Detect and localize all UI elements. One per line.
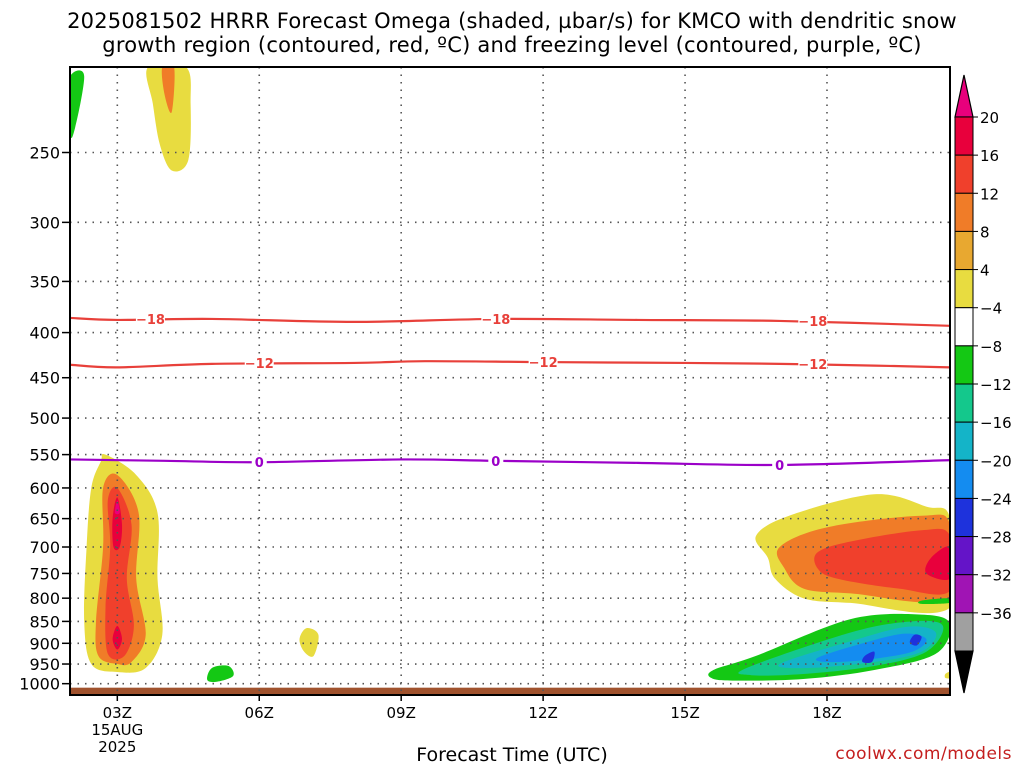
ytick-label-950: 950 (29, 655, 60, 674)
omega-region-22 (944, 671, 950, 679)
colorbar-label-3: 8 (980, 223, 990, 241)
contour-label-0-2: −18 (798, 315, 827, 330)
credit-link[interactable]: coolwx.com/models (835, 744, 1012, 764)
contour-label-2-1: 0 (491, 455, 500, 470)
colorbar-swatch-10 (954, 497, 974, 538)
colorbar-swatch-4 (954, 269, 974, 309)
omega-region-5 (114, 500, 120, 515)
colorbar: 20 16 12 8 4 −4 −8 −12 −16 −20 −24 −28 −32 −36 (954, 74, 1012, 694)
xtick-sub2-03Z: 2025 (98, 738, 136, 756)
colorbar-label-12: −32 (980, 567, 1012, 585)
omega-region-19 (918, 598, 950, 605)
contour-label-bg-1-1 (528, 354, 558, 370)
x-axis-title: Forecast Time (UTC) (416, 744, 608, 766)
contour-label-bg-1-0 (244, 354, 274, 370)
contour-label-2-2: 0 (775, 459, 784, 474)
pressure-axis: 250 300 350 400 450 500 550 600 650 700 750 800 850 9… (19, 143, 70, 694)
contour-label-bg-2-2 (772, 456, 788, 472)
xtick-label-12Z: 12Z (528, 704, 557, 722)
ground-bar (70, 687, 950, 695)
ytick-label-800: 800 (29, 589, 60, 608)
temperature-contours: −18 −18 −18 −12 −12 −12 0 0 0 (70, 310, 950, 474)
xtick-label-06Z: 06Z (245, 704, 274, 722)
colorbar-label-2: 12 (980, 185, 999, 203)
ytick-label-500: 500 (29, 409, 60, 428)
colorbar-label-7: −12 (980, 376, 1012, 394)
colorbar-label-11: −28 (980, 529, 1012, 547)
omega-region-8 (299, 627, 319, 657)
colorbar-swatch-3 (954, 230, 974, 271)
colorbar-swatch-2 (954, 192, 974, 232)
ytick-label-900: 900 (29, 634, 60, 653)
ytick-label-300: 300 (29, 213, 60, 232)
omega-region-12 (925, 546, 950, 581)
contour-label-1-0: −12 (245, 357, 274, 372)
omega-region-20 (70, 70, 85, 138)
omega-region-16 (815, 633, 927, 663)
colorbar-label-0: 20 (980, 109, 999, 127)
omega-region-11 (814, 528, 950, 595)
colorbar-swatch-7 (954, 383, 974, 423)
contour-2 (70, 458, 950, 467)
colorbar-top-arrow (954, 74, 974, 118)
chart-title-line2: growth region (contoured, red, ºC) and f… (102, 33, 922, 57)
ytick-label-600: 600 (29, 479, 60, 498)
ytick-label-400: 400 (29, 324, 60, 343)
omega-region-17 (862, 651, 875, 664)
colorbar-swatch-8 (954, 421, 974, 461)
contour-label-1-2: −12 (798, 358, 827, 373)
colorbar-swatch-11 (954, 536, 974, 576)
ytick-label-700: 700 (29, 538, 60, 557)
contour-label-bg-0-1 (481, 310, 511, 326)
colorbar-swatch-6 (954, 345, 974, 385)
ytick-label-550: 550 (29, 446, 60, 465)
colorbar-bottom-arrow (954, 650, 974, 694)
xtick-label-09Z: 09Z (386, 704, 415, 722)
contour-label-1-1: −12 (529, 356, 558, 371)
colorbar-swatch-13 (954, 612, 974, 652)
colorbar-label-4: 4 (980, 262, 990, 280)
contour-label-0-1: −18 (481, 313, 510, 328)
colorbar-swatch-5 (954, 307, 974, 347)
ytick-label-350: 350 (29, 272, 60, 291)
ytick-label-850: 850 (29, 612, 60, 631)
omega-region-21 (207, 665, 234, 683)
ytick-label-250: 250 (29, 143, 60, 162)
contour-label-0-0: −18 (136, 313, 165, 328)
colorbar-label-9: −20 (980, 452, 1012, 470)
ytick-label-1000: 1000 (19, 675, 60, 694)
contour-label-2-0: 0 (255, 456, 264, 471)
contour-label-bg-2-0 (251, 454, 267, 470)
ytick-label-650: 650 (29, 510, 60, 529)
colorbar-swatch-1 (954, 154, 974, 194)
colorbar-swatch-12 (954, 574, 974, 614)
chart-title-line1: 2025081502 HRRR Forecast Omega (shaded, … (67, 9, 957, 33)
colorbar-label-8: −16 (980, 414, 1012, 432)
colorbar-label-1: 16 (980, 147, 999, 165)
ytick-label-750: 750 (29, 564, 60, 583)
plot-frame (69, 66, 951, 696)
ytick-label-450: 450 (29, 369, 60, 388)
contour-label-bg-0-2 (798, 312, 828, 328)
colorbar-swatch-0 (954, 116, 974, 156)
contour-label-bg-2-1 (488, 452, 504, 468)
xtick-label-15Z: 15Z (670, 704, 699, 722)
colorbar-label-10: −24 (980, 490, 1012, 508)
colorbar-label-13: −36 (980, 605, 1012, 623)
colorbar-label-5: −4 (980, 300, 1002, 318)
colorbar-label-6: −8 (980, 338, 1002, 356)
omega-shading (70, 67, 950, 683)
xtick-label-03Z: 03Z (103, 704, 132, 722)
xtick-label-18Z: 18Z (812, 704, 841, 722)
omega-region-6 (146, 67, 191, 172)
omega-region-7 (161, 67, 175, 113)
contour-label-bg-1-2 (798, 355, 828, 371)
contour-label-bg-0-0 (135, 310, 165, 326)
xtick-sub1-03Z: 15AUG (91, 721, 143, 739)
colorbar-swatch-9 (954, 459, 974, 499)
